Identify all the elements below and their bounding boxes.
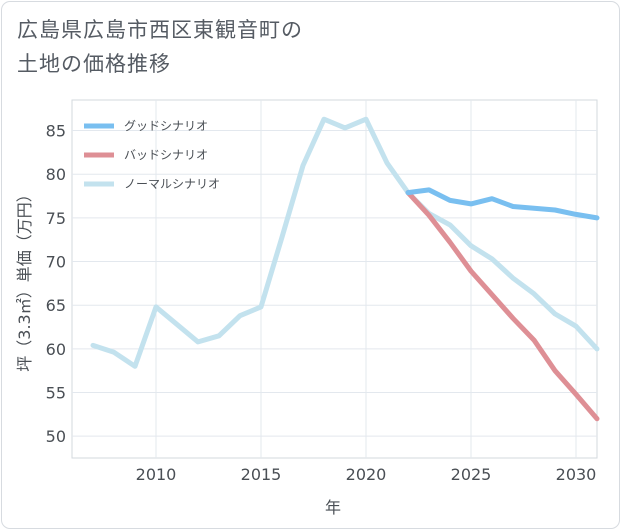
bad-scenario-line bbox=[405, 190, 600, 422]
chart-title-line1: 広島県広島市西区東観音町の bbox=[17, 18, 303, 42]
y-tick-label-75: 75 bbox=[46, 209, 66, 228]
y-tick-label-50: 50 bbox=[46, 427, 66, 446]
y-tick-label-80: 80 bbox=[46, 165, 66, 184]
y-axis-ticks: 50 55 60 65 70 75 80 85 bbox=[46, 122, 66, 447]
y-tick-label-70: 70 bbox=[46, 253, 66, 272]
chart-title-line2: 土地の価格推移 bbox=[17, 52, 171, 76]
y-tick-label-60: 60 bbox=[46, 340, 66, 359]
chart-title: 広島県広島市西区東観音町の 土地の価格推移 bbox=[17, 13, 577, 81]
plot-area bbox=[71, 99, 598, 459]
legend-label-normal-scenario: ノーマルシナリオ bbox=[124, 177, 220, 191]
legend-label-bad-scenario: バッドシナリオ bbox=[124, 148, 208, 162]
good-scenario-line bbox=[405, 187, 600, 221]
y-tick-label-85: 85 bbox=[46, 122, 66, 141]
x-tick-label-2015: 2015 bbox=[241, 465, 282, 484]
y-axis-title: 坪（3.3㎡）単価（万円） bbox=[15, 186, 34, 371]
series-layer bbox=[90, 116, 600, 422]
x-tick-label-2010: 2010 bbox=[136, 465, 177, 484]
x-tick-label-2025: 2025 bbox=[451, 465, 492, 484]
y-tick-label-65: 65 bbox=[46, 296, 66, 315]
normal-scenario-line bbox=[90, 116, 600, 369]
x-tick-label-2020: 2020 bbox=[346, 465, 387, 484]
x-tick-label-2030: 2030 bbox=[556, 465, 597, 484]
legend-label-good-scenario: グッドシナリオ bbox=[124, 119, 208, 133]
y-tick-label-55: 55 bbox=[46, 384, 66, 403]
x-axis-title: 年 bbox=[325, 498, 341, 517]
grid-lines bbox=[72, 100, 597, 458]
x-axis-ticks: 2010 2015 2020 2025 2030 bbox=[136, 465, 597, 484]
